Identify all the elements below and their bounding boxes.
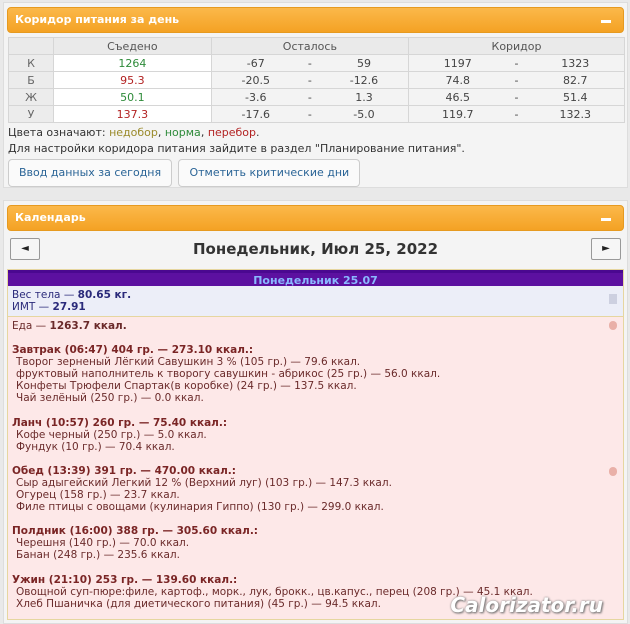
meal-header: Обед (13:39) 391 гр. — 470.00 ккал.:	[12, 464, 236, 477]
separator: -	[299, 105, 320, 123]
separator: -	[506, 54, 527, 72]
corridor-max: 132.3	[526, 105, 625, 123]
eaten-value: 95.3	[53, 71, 212, 89]
meal-item: Огурец (158 гр.) — 23.7 ккал.	[16, 489, 180, 502]
meal-header: Полдник (16:00) 388 гр. — 305.60 ккал.:	[12, 525, 259, 538]
remaining-max: -12.6	[319, 71, 410, 89]
header-remaining: Осталось	[210, 37, 410, 55]
corridor-max: 1323	[526, 54, 625, 72]
nutrient-label: К	[8, 54, 54, 72]
separator: -	[506, 88, 527, 106]
header-eaten: Съедено	[53, 37, 212, 55]
minimize-icon[interactable]	[601, 20, 611, 23]
food-icon[interactable]	[609, 321, 617, 330]
settings-note: Для настройки коридора питания зайдите в…	[8, 142, 465, 155]
remaining-min: -17.6	[210, 105, 300, 123]
corridor-min: 1197	[408, 54, 507, 72]
weight-value: 80.65 кг.	[77, 289, 132, 301]
remaining-min: -20.5	[210, 71, 300, 89]
date-title: Понедельник, Июл 25, 2022	[192, 240, 439, 258]
mark-critical-days-button[interactable]: Отметить критические дни	[178, 159, 361, 187]
corridor-max: 82.7	[526, 71, 625, 89]
separator: -	[299, 71, 320, 89]
meal-item: Творог зерненый Лёгкий Савушкин 3 % (105…	[16, 356, 361, 369]
meal-header: Ланч (10:57) 260 гр. — 75.40 ккал.:	[12, 416, 228, 429]
eaten-value: 50.1	[53, 88, 212, 106]
eaten-value: 1264	[53, 54, 212, 72]
meal-item: Чай зелёный (250 гр.) — 0.0 ккал.	[16, 392, 204, 405]
day-header[interactable]: Понедельник 25.07	[8, 270, 623, 287]
corridor-title: Коридор питания за день	[15, 13, 180, 26]
separator: -	[506, 105, 527, 123]
corridor-table: Съедено Осталось Коридор К 1264 -67 - 59 1…	[8, 37, 625, 123]
meal-item: Сыр адыгейский Легкий 12 % (Верхний луг)…	[16, 476, 392, 489]
meal-item: Кофе черный (250 гр.) — 5.0 ккал.	[16, 428, 207, 441]
food-block: Еда — 1263.7 ккал. Завтрак (06:47) 404 г…	[8, 317, 623, 619]
corridor-row: Б 95.3 -20.5 - -12.6 74.8 - 82.7	[8, 71, 625, 89]
remaining-max: 59	[319, 54, 410, 72]
enter-today-button[interactable]: Ввод данных за сегодня	[8, 159, 173, 187]
food-icon[interactable]	[609, 467, 617, 476]
day-entry: Понедельник 25.07 Вес тела — 80.65 кг. И…	[7, 269, 624, 620]
calendar-panel: Календарь ◄ Понедельник, Июл 25, 2022 ► …	[3, 200, 628, 624]
calendar-title: Календарь	[15, 211, 86, 224]
corridor-row: К 1264 -67 - 59 1197 - 1323	[8, 54, 625, 72]
food-total: 1263.7 ккал.	[49, 320, 127, 332]
nutrient-label: У	[8, 105, 54, 123]
meal-item: Хлеб Пшаничка (для диетического питания)…	[16, 597, 381, 610]
bmi-value: 27.91	[52, 301, 86, 313]
meal-item: Черешня (140 гр.) — 70.0 ккал.	[16, 537, 190, 550]
nutrient-label: Ж	[8, 88, 54, 106]
header-corridor: Коридор	[408, 37, 625, 55]
color-legend: Цвета означают: недобор, норма, перебор.	[8, 126, 260, 139]
delete-icon[interactable]	[609, 294, 617, 304]
calendar-header[interactable]: Календарь	[7, 205, 624, 231]
next-day-button[interactable]: ►	[591, 238, 621, 260]
corridor-header[interactable]: Коридор питания за день	[7, 7, 624, 33]
meal-item: фруктовый наполнитель к творогу савушкин…	[16, 368, 441, 381]
meal-item: Овощной суп-пюре:филе, картоф., морк., л…	[16, 585, 533, 598]
remaining-min: -67	[210, 54, 300, 72]
minimize-icon[interactable]	[601, 218, 611, 221]
remaining-max: 1.3	[319, 88, 410, 106]
corridor-row: Ж 50.1 -3.6 - 1.3 46.5 - 51.4	[8, 88, 625, 106]
corridor-row: У 137.3 -17.6 - -5.0 119.7 - 132.3	[8, 105, 625, 123]
watermark: Calorizator.ru	[450, 592, 603, 617]
meal-item: Филе птицы с овощами (кулинария Гиппо) (…	[16, 501, 384, 514]
corner	[8, 37, 54, 55]
corridor-panel: Коридор питания за день Съедено Осталось К…	[3, 2, 628, 188]
corridor-max: 51.4	[526, 88, 625, 106]
prev-day-button[interactable]: ◄	[10, 238, 40, 260]
remaining-max: -5.0	[319, 105, 410, 123]
meal-header: Завтрак (06:47) 404 гр. — 273.10 ккал.:	[12, 344, 254, 357]
separator: -	[506, 71, 527, 89]
meal-item: Фундук (10 гр.) — 70.4 ккал.	[16, 440, 175, 453]
nutrient-label: Б	[8, 71, 54, 89]
corridor-min: 119.7	[408, 105, 507, 123]
weight-block: Вес тела — 80.65 кг. ИМТ — 27.91	[8, 286, 623, 317]
separator: -	[299, 54, 320, 72]
corridor-min: 46.5	[408, 88, 507, 106]
meal-header: Ужин (21:10) 253 гр. — 139.60 ккал.:	[12, 573, 238, 586]
separator: -	[299, 88, 320, 106]
corridor-min: 74.8	[408, 71, 507, 89]
remaining-min: -3.6	[210, 88, 300, 106]
meal-item: Банан (248 гр.) — 235.6 ккал.	[16, 549, 180, 562]
meal-item: Конфеты Трюфели Спартак(в коробке) (24 г…	[16, 380, 357, 393]
eaten-value: 137.3	[53, 105, 212, 123]
